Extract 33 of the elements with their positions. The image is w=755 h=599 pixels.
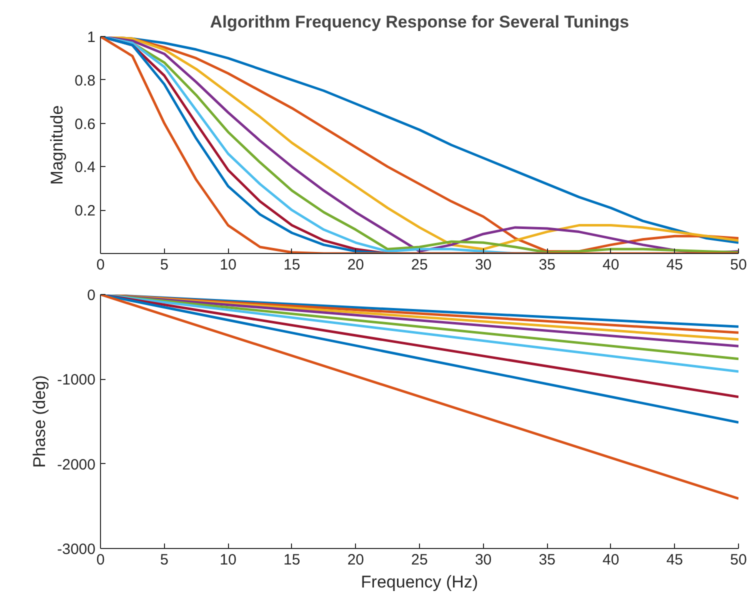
x-tick-label: 25 bbox=[411, 256, 428, 274]
x-tick-label: 50 bbox=[730, 552, 747, 568]
y-tick-label: 0.8 bbox=[74, 72, 96, 90]
y-axis-title: Phase (deg) bbox=[30, 375, 50, 468]
x-tick-label: 45 bbox=[666, 552, 684, 568]
x-tick-label: 35 bbox=[538, 552, 556, 568]
y-axis-title: Magnitude bbox=[48, 105, 67, 185]
y-tick-label: 0 bbox=[87, 287, 96, 304]
y-tick-label: 0.4 bbox=[74, 159, 96, 176]
x-tick-label: 50 bbox=[730, 256, 747, 274]
x-tick-label: 30 bbox=[474, 552, 492, 568]
x-tick-label: 15 bbox=[284, 256, 300, 274]
x-tick-label: 45 bbox=[666, 256, 684, 274]
y-tick-label: -1000 bbox=[57, 372, 96, 389]
x-axis-title: Frequency (Hz) bbox=[360, 572, 478, 592]
y-tick-label: 0.2 bbox=[74, 202, 96, 220]
y-tick-label: 1 bbox=[87, 29, 96, 46]
x-tick-label: 10 bbox=[220, 552, 236, 568]
x-tick-label: 20 bbox=[347, 552, 364, 568]
y-tick-label: 0.6 bbox=[74, 116, 96, 133]
x-tick-label: 40 bbox=[602, 552, 620, 568]
x-tick-label: 30 bbox=[474, 256, 492, 274]
x-tick-label: 35 bbox=[538, 256, 556, 274]
x-tick-label: 5 bbox=[160, 552, 168, 568]
x-tick-label: 5 bbox=[160, 256, 168, 274]
x-tick-label: 20 bbox=[347, 256, 364, 274]
x-tick-label: 40 bbox=[602, 256, 620, 274]
x-tick-label: 10 bbox=[220, 256, 236, 274]
x-tick-label: 25 bbox=[411, 552, 428, 568]
x-tick-label: 15 bbox=[284, 552, 300, 568]
chart-title: Algorithm Frequency Response for Several Tunings bbox=[210, 12, 630, 32]
y-tick-label: -3000 bbox=[57, 541, 96, 558]
y-tick-label: -2000 bbox=[57, 456, 96, 474]
